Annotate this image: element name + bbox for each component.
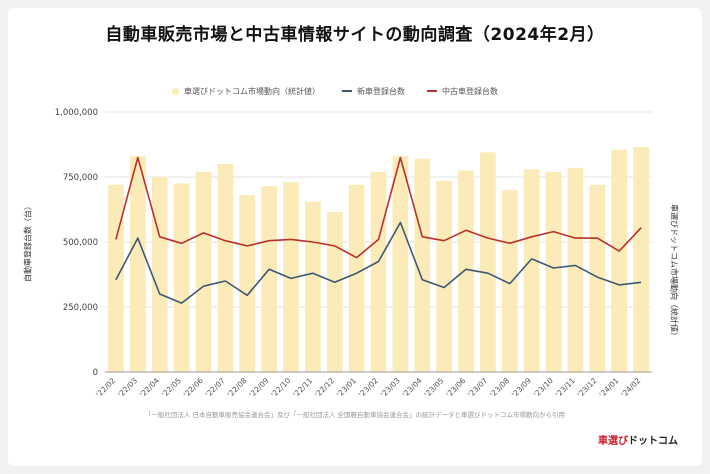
series-line bbox=[115, 156, 642, 259]
x-tick-label: '22/02 bbox=[94, 376, 117, 399]
brand-logo: 車選びドットコム bbox=[598, 432, 678, 447]
bar bbox=[217, 164, 234, 372]
y-tick-label: 500,000 bbox=[63, 238, 98, 248]
x-tick-label: '22/07 bbox=[204, 376, 227, 399]
x-tick-label: '22/11 bbox=[291, 376, 314, 399]
chart-title: 自動車販売市場と中古車情報サイトの動向調査（2024年2月） bbox=[105, 25, 605, 45]
y-axis-title-right: 車選びドットコム市場動向（統計値） bbox=[669, 204, 679, 340]
bar bbox=[545, 171, 562, 372]
x-tick-label: '22/12 bbox=[313, 376, 336, 399]
x-tick-label: '22/03 bbox=[116, 376, 139, 399]
logo-text-dark: ドットコム bbox=[628, 436, 678, 447]
bar bbox=[129, 156, 146, 372]
bar bbox=[195, 171, 212, 372]
bar bbox=[392, 156, 409, 372]
legend-item-used: 中古車登録台数 bbox=[427, 86, 498, 97]
bar bbox=[283, 182, 299, 372]
x-tick-label: '22/09 bbox=[247, 376, 270, 399]
bar bbox=[567, 167, 584, 372]
legend-label-used: 中古車登録台数 bbox=[442, 86, 498, 96]
bar bbox=[611, 149, 628, 372]
y-tick-label: 250,000 bbox=[63, 303, 98, 313]
x-tick-label: '22/05 bbox=[160, 376, 183, 399]
x-tick-label: '23/05 bbox=[422, 376, 445, 399]
x-tick-label: '23/03 bbox=[379, 376, 402, 399]
x-tick-label: '22/04 bbox=[138, 376, 161, 399]
legend-swatch-used bbox=[427, 90, 437, 92]
x-tick-label: '22/06 bbox=[182, 376, 205, 399]
x-tick-label: '23/07 bbox=[466, 376, 489, 399]
x-tick-label: '23/11 bbox=[554, 376, 577, 399]
x-tick-label: '23/01 bbox=[335, 376, 358, 399]
legend-item-bar: 車選びドットコム市場動向（統計値） bbox=[172, 86, 320, 97]
x-tick-label: '24/01 bbox=[597, 376, 620, 399]
legend-label-bar: 車選びドットコム市場動向（統計値） bbox=[184, 86, 320, 96]
bar bbox=[633, 147, 649, 372]
legend-item-new: 新車登録台数 bbox=[342, 86, 405, 97]
y-tick-label: 1,000,000 bbox=[55, 108, 98, 118]
x-tick-label: '23/02 bbox=[357, 376, 380, 399]
x-tick-label: '23/08 bbox=[488, 376, 511, 399]
bar bbox=[501, 190, 518, 372]
bar bbox=[436, 180, 453, 372]
bar bbox=[589, 184, 606, 372]
bar bbox=[348, 184, 365, 372]
bar bbox=[239, 195, 256, 372]
bar bbox=[261, 186, 277, 372]
source-note: 「一般社団法人 日本自動車販売協会連合会」及び「一般社団法人 全国軽自動車協会連… bbox=[144, 411, 566, 419]
logo-text-red: 車選び bbox=[598, 436, 628, 447]
bar bbox=[523, 169, 540, 372]
legend: 車選びドットコム市場動向（統計値） 新車登録台数 中古車登録台数 bbox=[172, 84, 520, 98]
y-axis-title-left: 自動車登録台数（台） bbox=[23, 202, 33, 282]
bar bbox=[480, 152, 496, 372]
y-tick-label: 0 bbox=[93, 368, 98, 378]
x-tick-label: '24/02 bbox=[619, 376, 642, 399]
bar bbox=[370, 171, 387, 372]
legend-label-new: 新車登録台数 bbox=[357, 86, 405, 96]
bar bbox=[458, 170, 474, 372]
x-tick-label: '23/06 bbox=[444, 376, 467, 399]
legend-swatch-bar bbox=[172, 87, 179, 95]
bar bbox=[414, 158, 431, 372]
series-line bbox=[115, 221, 642, 304]
x-tick-label: '23/09 bbox=[510, 376, 533, 399]
x-tick-label: '23/10 bbox=[532, 376, 555, 399]
bar bbox=[173, 183, 190, 372]
legend-swatch-new bbox=[342, 90, 352, 92]
bar bbox=[304, 201, 321, 372]
x-tick-label: '23/12 bbox=[576, 376, 599, 399]
y-tick-label: 750,000 bbox=[63, 173, 98, 183]
bar bbox=[151, 177, 168, 372]
x-tick-label: '22/10 bbox=[269, 376, 292, 399]
x-tick-label: '23/04 bbox=[401, 376, 424, 399]
bar bbox=[326, 212, 343, 372]
x-tick-label: '22/08 bbox=[226, 376, 249, 399]
